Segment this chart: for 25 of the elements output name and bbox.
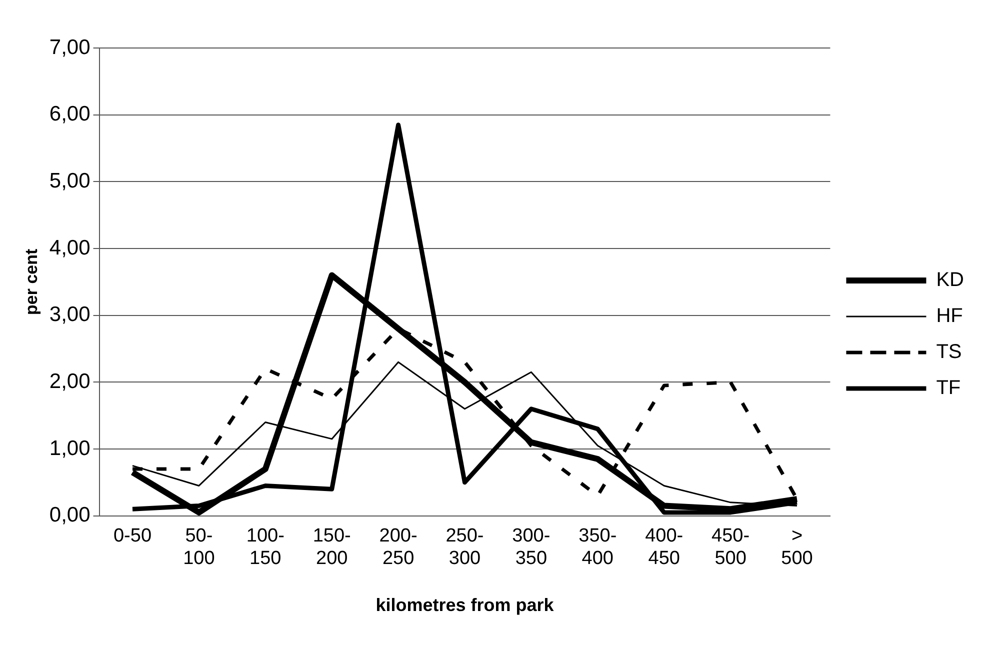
x-tick-label: 250-300 [446,525,484,570]
x-tick-label: 300-350 [512,525,550,570]
legend-label: KD [936,269,964,292]
x-tick-label: 200-250 [379,525,418,570]
y-tick-label: 2,00 [49,370,90,393]
legend-label: HF [936,305,963,328]
legend-label: TS [936,341,962,364]
legend-label: TF [936,377,961,400]
y-tick-label: 0,00 [49,504,90,527]
y-tick-label: 7,00 [49,36,90,59]
y-tick-label: 6,00 [49,102,90,126]
y-axis-title: per cent [22,248,41,315]
x-tick-label: 400-450 [645,525,684,570]
x-axis-title: kilometres from park [376,595,555,616]
x-tick-label: > 500 [781,525,813,570]
x-tick-label: 450-500 [712,525,750,570]
x-tick-label: 0-50 [113,525,152,546]
y-tick-label: 5,00 [49,169,90,192]
x-tick-label: 150-200 [312,525,351,570]
y-tick-label: 3,00 [49,303,90,326]
x-tick-label: 100-150 [246,525,284,570]
y-tick-label: 4,00 [49,236,90,260]
x-tick-label: 350-400 [578,525,617,570]
x-tick-label: 50-100 [183,525,215,570]
y-tick-label: 1,00 [49,436,90,460]
